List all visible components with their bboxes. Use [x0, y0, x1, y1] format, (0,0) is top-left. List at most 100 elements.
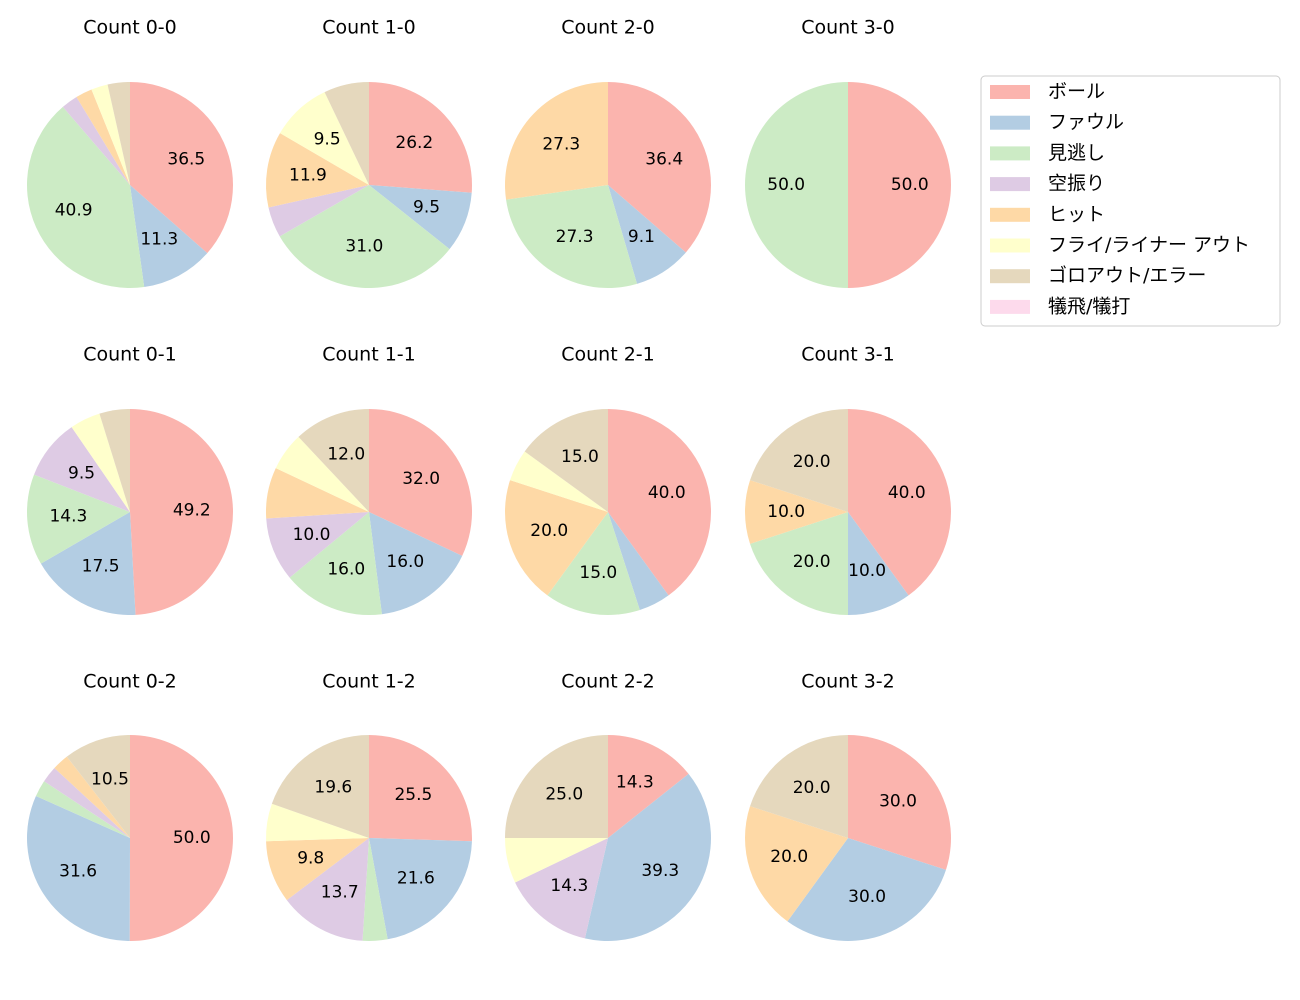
value-label: 9.5 — [413, 198, 440, 218]
value-label: 31.0 — [345, 237, 383, 257]
chart-title: Count 1-2 — [322, 671, 416, 693]
pie-slice — [608, 512, 669, 610]
chart-title: Count 3-0 — [801, 17, 895, 39]
legend-swatch — [990, 146, 1030, 161]
pie-slice — [608, 82, 711, 253]
pie-slice — [848, 735, 951, 870]
pie-slice — [286, 838, 369, 941]
pie-slice — [298, 409, 369, 512]
value-label: 25.0 — [545, 784, 583, 804]
pie-slice — [505, 480, 608, 596]
value-label: 9.5 — [68, 464, 95, 484]
value-label: 19.6 — [314, 778, 352, 798]
pie-slice — [66, 735, 130, 838]
pie-slice — [280, 92, 369, 185]
pie-slice — [27, 106, 145, 288]
pie-slice — [76, 89, 130, 185]
value-label: 36.5 — [167, 150, 205, 170]
value-label: 40.0 — [648, 483, 686, 503]
value-label: 25.5 — [394, 785, 432, 805]
legend-swatch — [990, 177, 1030, 192]
pie-slice — [505, 82, 608, 200]
pie-slice — [515, 838, 608, 939]
pie-slice — [745, 480, 848, 544]
pie-slice — [848, 409, 951, 596]
value-label: 16.0 — [386, 552, 424, 572]
value-label: 9.1 — [628, 227, 655, 247]
value-label: 36.4 — [645, 149, 683, 169]
pie-slice — [369, 409, 473, 556]
value-label: 20.0 — [793, 552, 831, 572]
value-label: 20.0 — [793, 778, 831, 798]
pie-slice — [608, 185, 686, 284]
pie-slice — [275, 436, 369, 512]
pie-slice — [279, 185, 450, 288]
value-label: 26.2 — [395, 133, 433, 153]
legend-label: 犠飛/犠打 — [1048, 295, 1130, 317]
chart-title: Count 1-1 — [322, 344, 416, 366]
chart-title: Count 1-0 — [322, 17, 416, 39]
value-label: 10.0 — [293, 525, 331, 545]
pie-slice — [130, 82, 233, 254]
chart-title: Count 3-1 — [801, 344, 895, 366]
pie-slice — [34, 427, 130, 512]
pie-slice — [268, 185, 369, 237]
legend-swatch — [990, 238, 1030, 253]
pie-slice — [745, 806, 848, 922]
pie-slice — [369, 185, 472, 250]
value-label: 14.3 — [49, 507, 87, 527]
pie-slice — [524, 409, 608, 512]
value-label: 11.3 — [140, 229, 178, 249]
value-label: 10.0 — [848, 561, 886, 581]
pie-slice — [26, 796, 130, 941]
legend-label: ヒット — [1048, 203, 1105, 225]
chart-title: Count 0-1 — [83, 344, 177, 366]
value-label: 10.0 — [767, 502, 805, 522]
pie-slice — [129, 735, 233, 941]
pie-slice — [266, 512, 369, 578]
pie-slice — [750, 409, 848, 512]
pie-slice — [608, 735, 689, 838]
pie-slice — [362, 838, 388, 941]
pie-slice — [35, 781, 130, 838]
value-label: 21.6 — [397, 868, 435, 888]
value-label: 27.3 — [542, 135, 580, 155]
pie-slice — [107, 82, 130, 185]
legend-label: ゴロアウト/エラー — [1048, 265, 1206, 287]
value-label: 17.5 — [82, 556, 120, 576]
pie-slice — [91, 84, 130, 185]
pie-slice — [266, 803, 369, 842]
value-label: 14.3 — [550, 876, 588, 896]
pie-slice — [369, 735, 473, 842]
pie-slice — [510, 451, 608, 512]
pie-slice — [99, 409, 130, 512]
pie-slice — [584, 773, 712, 942]
pie-slice — [608, 409, 711, 596]
value-label: 40.9 — [55, 200, 93, 220]
value-label: 20.0 — [770, 847, 808, 867]
chart-title: Count 3-2 — [801, 671, 895, 693]
pie-slice — [266, 838, 369, 901]
legend-swatch — [990, 269, 1030, 284]
pie-slice — [547, 512, 640, 615]
pie-slice — [40, 512, 136, 616]
legend-label: フライ/ライナー アウト — [1048, 234, 1250, 256]
chart-title: Count 0-0 — [83, 17, 177, 39]
pie-slice — [505, 838, 608, 883]
value-label: 39.3 — [641, 861, 679, 881]
value-label: 32.0 — [402, 469, 440, 489]
value-label: 9.8 — [297, 849, 324, 869]
pie-slice — [750, 512, 848, 615]
legend-swatch — [990, 207, 1030, 222]
pie-slice — [506, 185, 638, 289]
pie-slice — [289, 512, 382, 615]
pie-slice — [369, 512, 463, 615]
pie-slice — [62, 97, 130, 185]
legend-swatch — [990, 85, 1030, 99]
value-label: 12.0 — [327, 445, 365, 465]
chart-title: Count 0-2 — [83, 671, 177, 693]
value-label: 50.0 — [173, 828, 211, 848]
legend-swatch — [990, 115, 1030, 130]
value-label: 11.9 — [289, 166, 327, 186]
